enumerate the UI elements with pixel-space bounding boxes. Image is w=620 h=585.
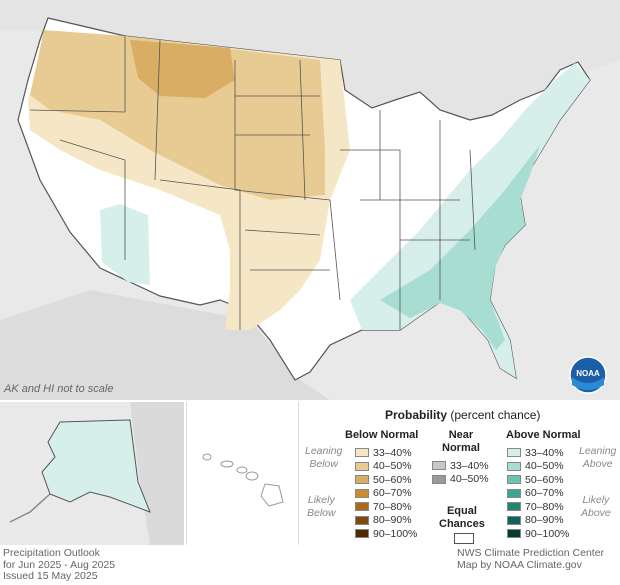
- below-normal-swatch: [355, 488, 369, 498]
- below-40-50-region: [30, 30, 325, 200]
- leaning-below-label: Leaning Below: [305, 445, 343, 470]
- below-normal-row: 50–60%: [355, 473, 412, 486]
- state-borders: [29, 36, 476, 330]
- credit-line-2: Map by NOAA Climate.gov: [457, 558, 582, 571]
- noaa-logo-text: NOAA: [576, 369, 600, 378]
- below-normal-swatch: [355, 515, 369, 525]
- above-normal-swatch: [507, 515, 521, 525]
- above-normal-label: 80–90%: [525, 514, 564, 526]
- near-normal-swatch: [432, 474, 446, 484]
- below-normal-label: 33–40%: [373, 446, 412, 459]
- below-normal-row: 70–80%: [355, 500, 412, 513]
- above-normal-row: 40–50%: [507, 460, 564, 473]
- legend-title-rest: (percent chance): [450, 408, 541, 422]
- above-normal-row: 90–100%: [507, 527, 569, 540]
- below-normal-label: 90–100%: [373, 527, 418, 540]
- below-normal-row: 90–100%: [355, 527, 417, 540]
- below-normal-swatch: [355, 502, 369, 511]
- equal-chances-swatch: [454, 533, 474, 544]
- above-normal-swatch: [507, 461, 521, 471]
- legend-title-bold: Probability: [385, 408, 448, 422]
- below-normal-label: 80–90%: [373, 514, 412, 526]
- above-normal-swatch: [507, 488, 521, 498]
- below-normal-row: 60–70%: [355, 487, 412, 500]
- above-normal-header: Above Normal: [506, 429, 581, 441]
- below-normal-label: 50–60%: [373, 473, 412, 486]
- alaska-chain: [9, 493, 51, 523]
- below-normal-swatch: [355, 475, 369, 484]
- credit-caption: NWS Climate Prediction Center Map by NOA…: [457, 547, 617, 571]
- conus-map: [0, 17, 591, 400]
- above-normal-swatch: [507, 475, 521, 484]
- near-normal-label: 40–50%: [450, 473, 489, 485]
- below-normal-swatch: [355, 529, 369, 538]
- likely-above-label: Likely Above: [581, 494, 611, 519]
- below-normal-row: 40–50%: [355, 460, 412, 473]
- near-header-line-2: Normal: [442, 442, 480, 454]
- below-normal-header: Below Normal: [345, 429, 419, 441]
- above-normal-label: 50–60%: [525, 473, 564, 486]
- below-normal-label: 70–80%: [373, 500, 412, 513]
- above-normal-label: 60–70%: [525, 487, 564, 499]
- above-normal-label: 90–100%: [525, 527, 570, 540]
- hawaii-inset: [186, 402, 297, 545]
- below-normal-label: 40–50%: [373, 460, 412, 472]
- above-40-50-region: [380, 145, 540, 350]
- legend-panel: Probability (percent chance) Below Norma…: [298, 402, 620, 545]
- credit-line-1: NWS Climate Prediction Center: [457, 547, 605, 559]
- near-normal-header: Near Normal: [442, 429, 480, 455]
- mexico-land: [0, 290, 330, 400]
- above-normal-swatch: [507, 502, 521, 511]
- above-normal-label: 70–80%: [525, 500, 564, 513]
- equal-chances-label: Equal Chances: [439, 505, 485, 530]
- noaa-logo: NOAA: [568, 355, 608, 400]
- caption-line-1: Precipitation Outlook: [3, 547, 100, 559]
- below-50-60-region: [130, 40, 235, 98]
- above-normal-row: 50–60%: [507, 473, 564, 486]
- hawaii-islands: [202, 453, 284, 507]
- caption-line-2: for Jun 2025 - Aug 2025: [3, 558, 116, 571]
- leaning-above-label: Leaning Above: [579, 445, 617, 470]
- scale-note: AK and HI not to scale: [4, 383, 114, 395]
- below-normal-row: 80–90%: [355, 514, 412, 527]
- above-normal-label: 33–40%: [525, 446, 564, 459]
- below-normal-swatch: [355, 448, 369, 457]
- above-normal-row: 33–40%: [507, 446, 564, 459]
- legend-title: Probability (percent chance): [385, 408, 540, 422]
- likely-below-label: Likely Below: [307, 494, 336, 519]
- near-normal-row: 33–40%: [432, 459, 489, 472]
- above-normal-row: 70–80%: [507, 500, 564, 513]
- near-normal-label: 33–40%: [450, 459, 489, 472]
- below-normal-swatch: [355, 461, 369, 471]
- above-normal-swatch: [507, 529, 521, 538]
- conus-map-panel: AK and HI not to scale NOAA: [0, 0, 620, 400]
- alaska-inset: [0, 402, 184, 545]
- above-normal-row: 80–90%: [507, 514, 564, 527]
- alaska-land: [41, 419, 151, 513]
- above-normal-label: 40–50%: [525, 460, 564, 472]
- canada-neighbor: [130, 402, 184, 545]
- caption-line-3: Issued 15 May 2025: [3, 570, 98, 582]
- near-header-line-1: Near: [448, 429, 474, 441]
- near-normal-swatch: [432, 461, 446, 470]
- outlook-caption: Precipitation Outlook for Jun 2025 - Aug…: [3, 547, 116, 583]
- above-normal-row: 60–70%: [507, 487, 564, 500]
- above-normal-swatch: [507, 448, 521, 457]
- below-normal-row: 33–40%: [355, 446, 412, 459]
- below-normal-label: 60–70%: [373, 487, 412, 499]
- near-normal-row: 40–50%: [432, 473, 489, 486]
